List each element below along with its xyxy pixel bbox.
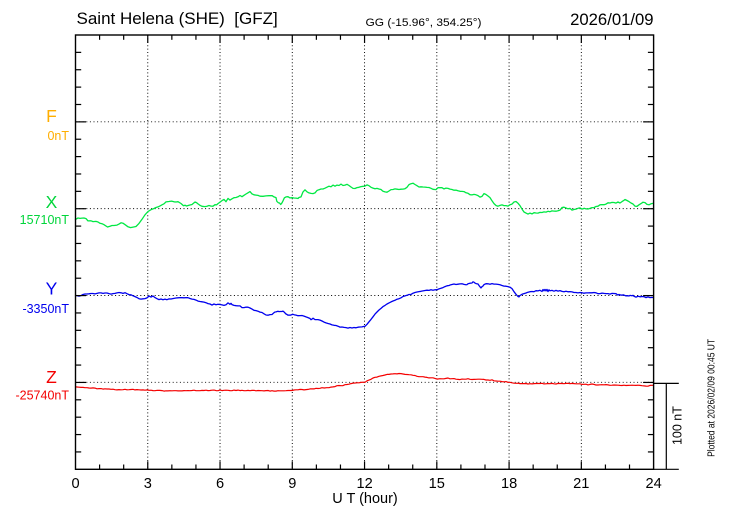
svg-text:12: 12: [356, 476, 372, 492]
svg-text:X: X: [46, 192, 58, 212]
svg-text:24: 24: [645, 476, 661, 492]
svg-text:21: 21: [573, 476, 589, 492]
svg-text:0nT: 0nT: [47, 129, 69, 143]
svg-text:Z: Z: [46, 367, 57, 387]
svg-text:15710nT: 15710nT: [20, 213, 70, 227]
svg-text:18: 18: [501, 476, 517, 492]
svg-text:15: 15: [429, 476, 445, 492]
svg-text:9: 9: [288, 476, 296, 492]
svg-text:-3350nT: -3350nT: [22, 302, 69, 316]
svg-text:2026/01/09: 2026/01/09: [570, 11, 654, 29]
svg-text:100 nT: 100 nT: [671, 406, 685, 445]
svg-text:Plotted at 2026/02/09 00:45 UT: Plotted at 2026/02/09 00:45 UT: [706, 338, 718, 456]
svg-text:3: 3: [144, 476, 152, 492]
svg-text:-25740nT: -25740nT: [15, 389, 69, 403]
svg-text:6: 6: [216, 476, 224, 492]
svg-text:0: 0: [71, 476, 79, 492]
svg-text:Y: Y: [46, 278, 58, 298]
svg-text:Saint Helena (SHE) [GFZ]: Saint Helena (SHE) [GFZ]: [77, 9, 278, 28]
svg-text:GG (-15.96°, 354.25°): GG (-15.96°, 354.25°): [366, 17, 482, 29]
svg-text:F: F: [46, 106, 57, 126]
svg-text:U T (hour): U T (hour): [332, 491, 398, 507]
